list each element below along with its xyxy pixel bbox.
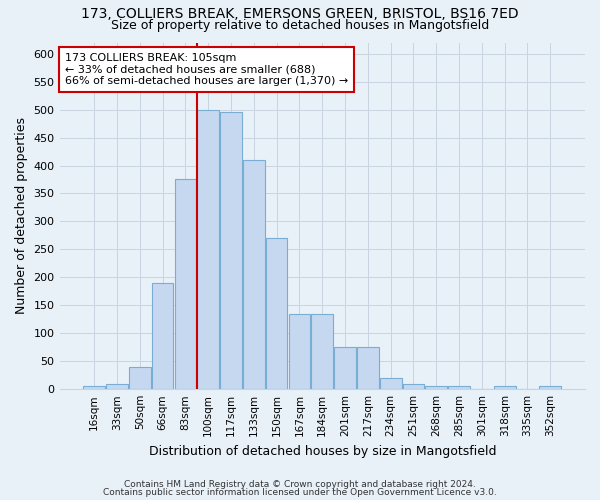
Bar (494, 386, 515, 389)
Bar (380, 378, 401, 389)
Bar (83, 386, 105, 389)
Text: Contains public sector information licensed under the Open Government Licence v3: Contains public sector information licen… (103, 488, 497, 497)
Bar (175, 180, 196, 389)
Bar (539, 386, 561, 389)
Bar (266, 238, 287, 389)
Bar (243, 160, 265, 389)
Bar (403, 384, 424, 389)
Y-axis label: Number of detached properties: Number of detached properties (15, 118, 28, 314)
Text: Contains HM Land Registry data © Crown copyright and database right 2024.: Contains HM Land Registry data © Crown c… (124, 480, 476, 489)
Bar (129, 367, 151, 389)
Bar (289, 314, 310, 389)
X-axis label: Distribution of detached houses by size in Mangotsfield: Distribution of detached houses by size … (149, 444, 496, 458)
Bar (311, 314, 333, 389)
Text: Size of property relative to detached houses in Mangotsfield: Size of property relative to detached ho… (111, 18, 489, 32)
Bar (152, 283, 173, 389)
Bar (357, 347, 379, 389)
Text: 173 COLLIERS BREAK: 105sqm
← 33% of detached houses are smaller (688)
66% of sem: 173 COLLIERS BREAK: 105sqm ← 33% of deta… (65, 53, 348, 86)
Bar (334, 347, 356, 389)
Bar (197, 110, 219, 389)
Text: 173, COLLIERS BREAK, EMERSONS GREEN, BRISTOL, BS16 7ED: 173, COLLIERS BREAK, EMERSONS GREEN, BRI… (81, 8, 519, 22)
Bar (448, 386, 470, 389)
Bar (425, 386, 447, 389)
Bar (106, 384, 128, 389)
Bar (220, 112, 242, 389)
